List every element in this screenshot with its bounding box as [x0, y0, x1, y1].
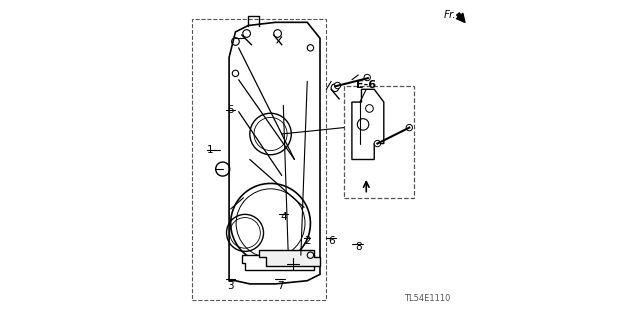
Bar: [193, 19, 326, 300]
Polygon shape: [259, 250, 320, 266]
Circle shape: [331, 84, 339, 92]
Text: Fr.: Fr.: [444, 10, 456, 20]
Polygon shape: [352, 89, 384, 160]
Text: E-6: E-6: [356, 79, 376, 90]
Bar: [344, 86, 414, 198]
Polygon shape: [242, 255, 314, 270]
Circle shape: [274, 30, 282, 37]
Circle shape: [364, 74, 371, 81]
Polygon shape: [229, 22, 320, 284]
Circle shape: [374, 140, 381, 147]
Text: 6: 6: [328, 236, 335, 246]
Text: 1: 1: [207, 145, 213, 155]
Text: 2: 2: [304, 236, 310, 246]
Text: TL54E1110: TL54E1110: [404, 294, 451, 303]
Circle shape: [406, 124, 413, 131]
Text: 3: 3: [227, 280, 234, 291]
Text: 4: 4: [280, 212, 287, 222]
Circle shape: [243, 30, 250, 37]
Text: 8: 8: [355, 242, 362, 252]
Text: 5: 5: [227, 105, 234, 115]
Circle shape: [334, 82, 340, 89]
Text: 7: 7: [277, 280, 284, 291]
